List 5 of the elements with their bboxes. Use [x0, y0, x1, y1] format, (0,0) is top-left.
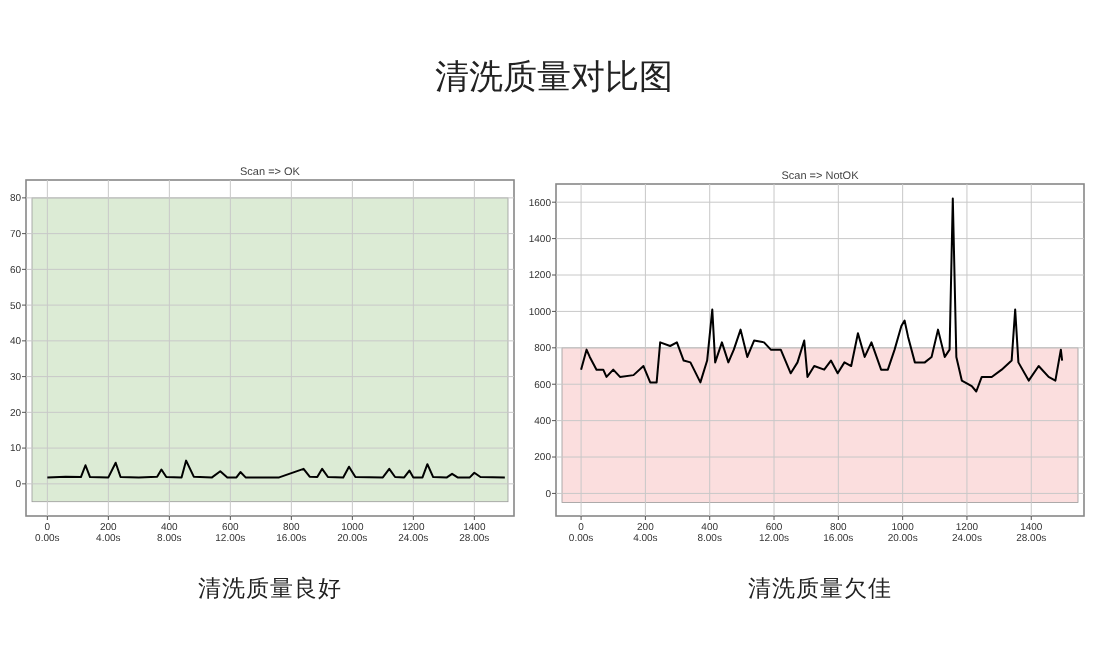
text: 清洗质量欠佳: [748, 574, 892, 602]
text: 清洗质量良好: [198, 574, 342, 602]
line-series: [580, 197, 1064, 393]
text: 清洗质量对比图: [435, 58, 673, 98]
line-series: [46, 459, 506, 479]
